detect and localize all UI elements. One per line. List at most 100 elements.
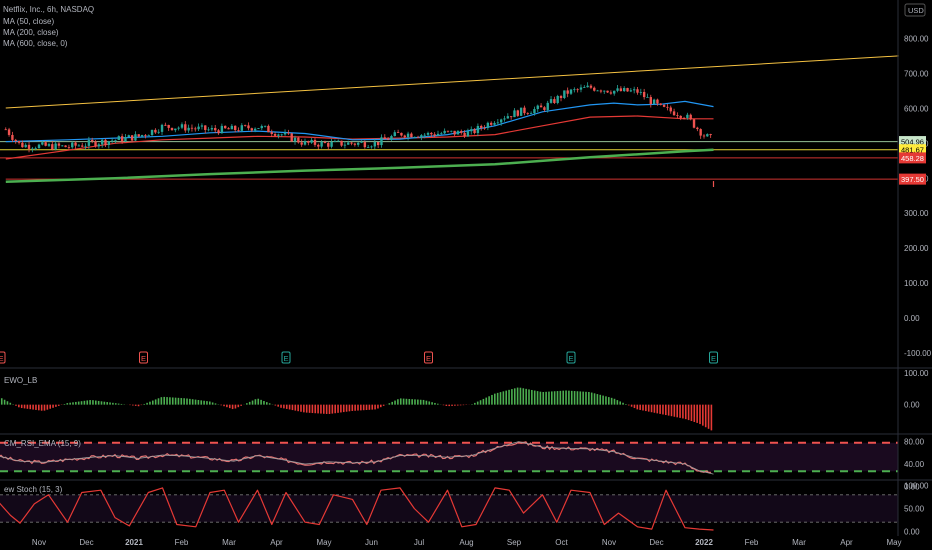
candle-body[interactable]	[200, 125, 204, 127]
ewo-bar[interactable]	[323, 404, 325, 414]
ewo-bar[interactable]	[251, 400, 254, 405]
candle-body[interactable]	[220, 125, 224, 134]
candle-body[interactable]	[679, 115, 682, 118]
ewo-bar[interactable]	[143, 403, 146, 405]
ewo-bar[interactable]	[456, 404, 459, 406]
candle-body[interactable]	[436, 133, 440, 136]
candle-body[interactable]	[543, 107, 546, 110]
ewo-bar[interactable]	[496, 392, 499, 405]
ewo-bar[interactable]	[710, 404, 713, 431]
ewo-bar[interactable]	[553, 391, 556, 405]
currency-badge[interactable]	[904, 3, 926, 17]
candle-body[interactable]	[61, 145, 64, 147]
ewo-bar[interactable]	[491, 394, 493, 405]
candle-body[interactable]	[366, 147, 370, 148]
ewo-bar[interactable]	[551, 391, 553, 405]
candle-body[interactable]	[533, 109, 536, 114]
candle-body[interactable]	[240, 125, 244, 131]
candle-body[interactable]	[260, 126, 263, 129]
ewo-bar[interactable]	[72, 402, 74, 405]
ewo-bar[interactable]	[485, 397, 488, 405]
candle-body[interactable]	[250, 128, 253, 131]
candle-body[interactable]	[77, 145, 81, 147]
candle-body[interactable]	[486, 122, 490, 128]
ewo-bar[interactable]	[570, 390, 573, 405]
ewo-bar[interactable]	[676, 404, 678, 418]
candle-body[interactable]	[94, 141, 97, 147]
candle-body[interactable]	[313, 139, 317, 145]
ewo-bar[interactable]	[137, 404, 140, 407]
ewo-bar[interactable]	[100, 401, 103, 405]
candle-body[interactable]	[307, 141, 310, 143]
ewo-bar[interactable]	[593, 393, 596, 405]
candle-body[interactable]	[423, 134, 426, 136]
ewo-bar[interactable]	[559, 390, 562, 405]
ewo-bar[interactable]	[682, 404, 684, 419]
candle-body[interactable]	[443, 130, 446, 134]
candle-body[interactable]	[526, 113, 529, 114]
ewo-bar[interactable]	[437, 403, 439, 405]
ewo-bar[interactable]	[645, 404, 647, 412]
ewo-bar[interactable]	[630, 404, 633, 407]
candle-body[interactable]	[207, 129, 210, 131]
ewo-bar[interactable]	[43, 404, 46, 411]
candle-body[interactable]	[167, 124, 170, 128]
candle-body[interactable]	[576, 89, 579, 91]
candle-body[interactable]	[699, 129, 702, 136]
candle-body[interactable]	[170, 127, 174, 131]
ewo-bar[interactable]	[528, 389, 530, 405]
candle-body[interactable]	[247, 125, 250, 129]
ewo-bar[interactable]	[474, 402, 476, 405]
candle-body[interactable]	[363, 142, 367, 148]
ewo-bar[interactable]	[171, 397, 174, 405]
earnings-marker-icon[interactable]	[281, 351, 291, 364]
ewo-bar[interactable]	[257, 398, 260, 405]
candle-body[interactable]	[317, 144, 320, 147]
ewo-bar[interactable]	[209, 401, 211, 405]
ewo-bar[interactable]	[565, 390, 567, 405]
ewo-bar[interactable]	[63, 404, 66, 405]
ewo-bar[interactable]	[288, 404, 291, 410]
candle-body[interactable]	[559, 95, 563, 99]
candle-body[interactable]	[396, 132, 400, 134]
candle-body[interactable]	[669, 107, 672, 112]
candle-body[interactable]	[51, 144, 54, 150]
ewo-bar[interactable]	[180, 398, 183, 405]
ewo-bar[interactable]	[206, 401, 208, 405]
ewo-bar[interactable]	[197, 399, 200, 405]
candle-body[interactable]	[393, 132, 396, 137]
candle-body[interactable]	[64, 145, 67, 148]
indicator-ma600-label[interactable]: MA (600, close, 0)	[3, 39, 68, 48]
stoch-pane[interactable]	[0, 487, 898, 531]
candle-body[interactable]	[273, 134, 277, 136]
candle-body[interactable]	[539, 105, 543, 108]
ewo-bar[interactable]	[394, 400, 396, 405]
ewo-bar[interactable]	[357, 404, 359, 411]
candle-body[interactable]	[556, 95, 559, 103]
candle-body[interactable]	[493, 122, 496, 125]
candle-body[interactable]	[303, 141, 307, 145]
ewo-bar[interactable]	[342, 404, 345, 413]
candle-body[interactable]	[333, 141, 337, 142]
ewo-bar[interactable]	[397, 399, 399, 405]
candle-body[interactable]	[154, 129, 157, 133]
earnings-marker-icon[interactable]	[709, 351, 718, 364]
ewo-bar[interactable]	[32, 404, 34, 410]
candle-body[interactable]	[134, 134, 137, 141]
ewo-bar[interactable]	[479, 400, 482, 405]
candle-body[interactable]	[609, 92, 613, 94]
ewo-bar[interactable]	[40, 404, 43, 411]
ewo-bar[interactable]	[702, 404, 704, 426]
ewo-bar[interactable]	[263, 400, 265, 405]
ewo-bar[interactable]	[696, 404, 698, 423]
ewo-bar[interactable]	[599, 394, 602, 405]
ewo-bar[interactable]	[103, 401, 106, 405]
ewo-bar[interactable]	[488, 396, 490, 405]
candle-body[interactable]	[642, 91, 646, 98]
ewo-bar[interactable]	[132, 404, 134, 406]
candle-body[interactable]	[357, 142, 360, 145]
ewo-bar[interactable]	[431, 402, 433, 405]
rsi-title[interactable]: CM_RSI_EMA (15, 9)	[4, 439, 81, 448]
candle-body[interactable]	[549, 99, 553, 103]
ewo-bar[interactable]	[38, 404, 40, 411]
